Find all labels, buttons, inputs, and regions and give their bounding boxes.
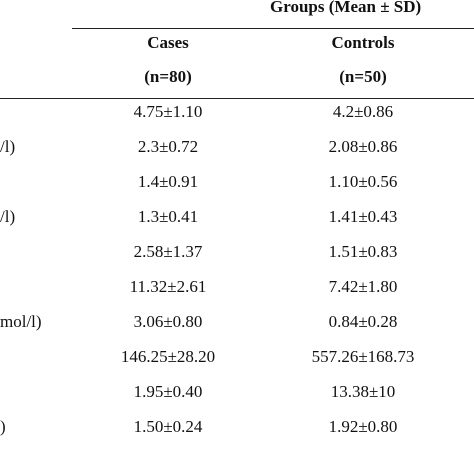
cases-value: 2.3±0.72 bbox=[137, 137, 199, 156]
cases-value: 1.50±0.24 bbox=[133, 417, 203, 436]
groups-title: Groups (Mean ± SD) bbox=[270, 0, 422, 16]
table-row: 2.58±1.37 1.51±0.83 bbox=[0, 242, 474, 272]
cases-value: 2.58±1.37 bbox=[133, 242, 203, 261]
table-row: /l) 1.3±0.41 1.41±0.43 bbox=[0, 207, 474, 237]
controls-value: 557.26±168.73 bbox=[311, 347, 415, 366]
controls-value: 2.08±0.86 bbox=[328, 137, 398, 156]
controls-value: 1.10±0.56 bbox=[328, 172, 398, 191]
cases-value: 1.4±0.91 bbox=[137, 172, 199, 191]
header-top-rule bbox=[72, 28, 474, 29]
controls-value: 1.41±0.43 bbox=[328, 207, 398, 226]
controls-value: 7.42±1.80 bbox=[328, 277, 398, 296]
cases-column-header: Cases bbox=[147, 33, 189, 52]
row-label: /l) bbox=[0, 207, 16, 226]
table-row: ) 1.50±0.24 1.92±0.80 bbox=[0, 417, 474, 447]
cases-value: 1.3±0.41 bbox=[137, 207, 199, 226]
controls-value: 1.51±0.83 bbox=[328, 242, 398, 261]
table-row: 146.25±28.20 557.26±168.73 bbox=[0, 347, 474, 377]
controls-value: 13.38±10 bbox=[330, 382, 396, 401]
cases-value: 1.95±0.40 bbox=[133, 382, 203, 401]
cases-value: 4.75±1.10 bbox=[133, 102, 203, 121]
header-bottom-rule bbox=[0, 98, 474, 99]
controls-value: 0.84±0.28 bbox=[328, 312, 398, 331]
table-row: 4.75±1.10 4.2±0.86 bbox=[0, 102, 474, 132]
controls-value: 1.92±0.80 bbox=[328, 417, 398, 436]
table-row: 1.95±0.40 13.38±10 bbox=[0, 382, 474, 412]
cases-value: 3.06±0.80 bbox=[133, 312, 203, 331]
controls-column-header: Controls bbox=[331, 33, 395, 52]
row-label: mol/l) bbox=[0, 312, 42, 331]
table-row: /l) 2.3±0.72 2.08±0.86 bbox=[0, 137, 474, 167]
table-row: 11.32±2.61 7.42±1.80 bbox=[0, 277, 474, 307]
controls-value: 4.2±0.86 bbox=[332, 102, 394, 121]
row-label: /l) bbox=[0, 137, 16, 156]
table-row: mol/l) 3.06±0.80 0.84±0.28 bbox=[0, 312, 474, 342]
controls-sample-size: (n=50) bbox=[339, 67, 387, 86]
cases-sample-size: (n=80) bbox=[144, 67, 192, 86]
cases-value: 146.25±28.20 bbox=[120, 347, 216, 366]
table-row: 1.4±0.91 1.10±0.56 bbox=[0, 172, 474, 202]
cases-value: 11.32±2.61 bbox=[129, 277, 207, 296]
row-label: ) bbox=[0, 417, 6, 436]
